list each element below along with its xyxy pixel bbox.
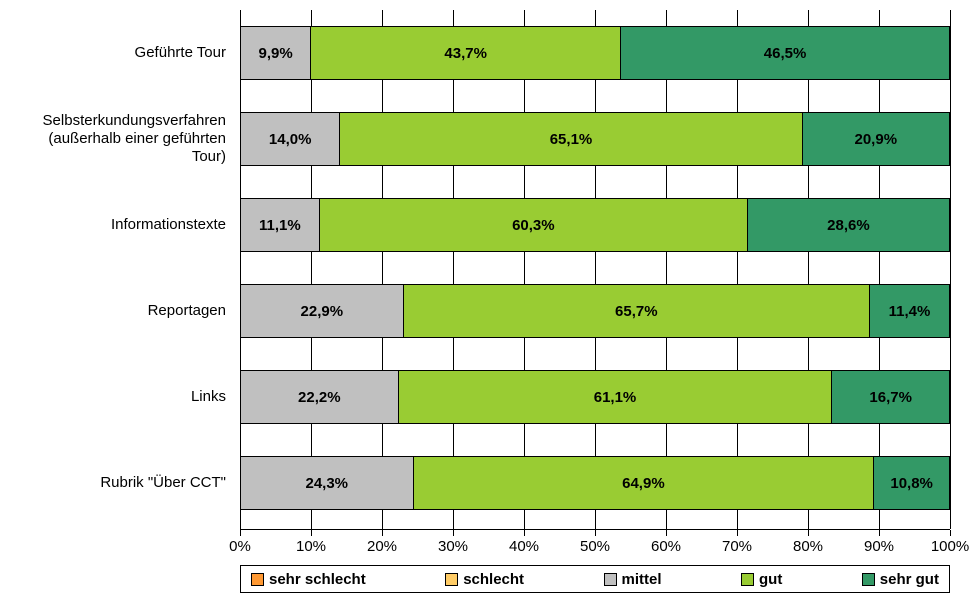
- x-tick-label: 30%: [438, 538, 468, 555]
- bar-segment-gut: 64,9%: [413, 456, 874, 510]
- y-axis-label-line: Reportagen: [0, 302, 226, 320]
- bar-segment-gut: 65,7%: [403, 284, 869, 338]
- y-axis-label: Reportagen: [0, 302, 232, 320]
- legend-label: sehr schlecht: [269, 571, 366, 588]
- legend-swatch: [445, 573, 458, 586]
- legend-label: mittel: [622, 571, 662, 588]
- bar-segment-sehr-gut: 46,5%: [620, 26, 950, 80]
- legend-swatch: [862, 573, 875, 586]
- legend-item-schlecht: schlecht: [445, 571, 524, 588]
- x-tick: [382, 530, 383, 536]
- legend-label: gut: [759, 571, 782, 588]
- bar-row: 9,9% 43,7% 46,5%: [240, 26, 950, 80]
- bar-segment-mittel: 14,0%: [240, 112, 339, 166]
- bar-segment-value: 9,9%: [259, 45, 293, 62]
- bar-segment-value: 24,3%: [305, 475, 348, 492]
- bar-row: 24,3% 64,9% 10,8%: [240, 456, 950, 510]
- x-tick-label: 80%: [793, 538, 823, 555]
- legend-swatch: [604, 573, 617, 586]
- legend-item-mittel: mittel: [604, 571, 662, 588]
- bar-segment-value: 16,7%: [869, 389, 912, 406]
- bar-segment-sehr-gut: 28,6%: [747, 198, 950, 252]
- bar-segment-mittel: 9,9%: [240, 26, 310, 80]
- x-tick: [737, 530, 738, 536]
- x-tick-label: 60%: [651, 538, 681, 555]
- x-tick: [311, 530, 312, 536]
- bar-segment-gut: 60,3%: [319, 198, 747, 252]
- x-tick-label: 40%: [509, 538, 539, 555]
- bar-segment-value: 60,3%: [512, 217, 555, 234]
- bar-segment-gut: 65,1%: [339, 112, 801, 166]
- legend-item-sehr-gut: sehr gut: [862, 571, 939, 588]
- bar-segment-value: 43,7%: [444, 45, 487, 62]
- bar-segment-mittel: 11,1%: [240, 198, 319, 252]
- y-axis-labels: Geführte Tour Selbsterkundungsverfahren(a…: [0, 10, 232, 530]
- y-axis-label: Selbsterkundungsverfahren(außerhalb eine…: [0, 112, 232, 166]
- y-axis-label-line: Selbsterkundungsverfahren: [0, 112, 226, 130]
- legend-label: sehr gut: [880, 571, 939, 588]
- bar-row: 11,1% 60,3% 28,6%: [240, 198, 950, 252]
- bar-segment-value: 11,4%: [889, 303, 931, 320]
- gridline: [950, 10, 951, 529]
- bar-segment-value: 61,1%: [594, 389, 637, 406]
- chart-container: Geführte Tour Selbsterkundungsverfahren(a…: [0, 0, 970, 604]
- bar-segment-sehr-gut: 20,9%: [802, 112, 950, 166]
- x-tick: [595, 530, 596, 536]
- bar-segment-value: 22,2%: [298, 389, 341, 406]
- x-tick-label: 70%: [722, 538, 752, 555]
- x-tick: [808, 530, 809, 536]
- legend-item-sehr-schlecht: sehr schlecht: [251, 571, 366, 588]
- x-tick: [453, 530, 454, 536]
- y-axis-label-line: Tour): [0, 148, 226, 166]
- x-tick-label: 90%: [864, 538, 894, 555]
- bar-segment-value: 64,9%: [622, 475, 665, 492]
- legend: sehr schlecht schlecht mittel gut sehr gut: [240, 565, 950, 593]
- x-tick-label: 50%: [580, 538, 610, 555]
- x-tick: [666, 530, 667, 536]
- x-tick-label: 10%: [296, 538, 326, 555]
- bar-segment-value: 22,9%: [301, 303, 344, 320]
- bar-segment-sehr-gut: 10,8%: [873, 456, 950, 510]
- y-axis-label: Geführte Tour: [0, 44, 232, 62]
- x-tick: [524, 530, 525, 536]
- y-axis-label: Informationstexte: [0, 216, 232, 234]
- bar-segment-value: 20,9%: [855, 131, 898, 148]
- bar-segment-gut: 43,7%: [310, 26, 620, 80]
- bar-row: 22,9% 65,7% 11,4%: [240, 284, 950, 338]
- y-axis-label-line: Links: [0, 388, 226, 406]
- x-tick-label: 20%: [367, 538, 397, 555]
- bar-segment-value: 10,8%: [890, 475, 933, 492]
- x-axis: 0%10%20%30%40%50%60%70%80%90%100%: [240, 530, 950, 556]
- x-tick-label: 100%: [931, 538, 969, 555]
- bar-segment-mittel: 22,9%: [240, 284, 403, 338]
- x-tick: [240, 530, 241, 536]
- bar-segment-value: 46,5%: [764, 45, 807, 62]
- bar-segment-mittel: 22,2%: [240, 370, 398, 424]
- bar-segment-value: 14,0%: [269, 131, 312, 148]
- bar-segment-value: 28,6%: [827, 217, 870, 234]
- y-axis-label: Links: [0, 388, 232, 406]
- bar-segment-value: 65,7%: [615, 303, 658, 320]
- bar-segment-value: 65,1%: [550, 131, 593, 148]
- bar-segment-gut: 61,1%: [398, 370, 832, 424]
- y-axis-label-line: Rubrik "Über CCT": [0, 474, 226, 492]
- bar-segment-mittel: 24,3%: [240, 456, 413, 510]
- bars-layer: 9,9% 43,7% 46,5% 14,0% 65,1% 20,9% 11,1% 60,3% 2…: [240, 10, 950, 530]
- bar-row: 22,2% 61,1% 16,7%: [240, 370, 950, 424]
- x-tick-label: 0%: [229, 538, 251, 555]
- y-axis-label-line: Geführte Tour: [0, 44, 226, 62]
- bar-row: 14,0% 65,1% 20,9%: [240, 112, 950, 166]
- y-axis-label-line: (außerhalb einer geführten: [0, 130, 226, 148]
- legend-item-gut: gut: [741, 571, 782, 588]
- bar-segment-sehr-gut: 16,7%: [831, 370, 950, 424]
- legend-swatch: [741, 573, 754, 586]
- x-tick: [950, 530, 951, 536]
- legend-swatch: [251, 573, 264, 586]
- y-axis-label-line: Informationstexte: [0, 216, 226, 234]
- y-axis-label: Rubrik "Über CCT": [0, 474, 232, 492]
- x-tick: [879, 530, 880, 536]
- legend-label: schlecht: [463, 571, 524, 588]
- bar-segment-sehr-gut: 11,4%: [869, 284, 950, 338]
- bar-segment-value: 11,1%: [259, 217, 301, 234]
